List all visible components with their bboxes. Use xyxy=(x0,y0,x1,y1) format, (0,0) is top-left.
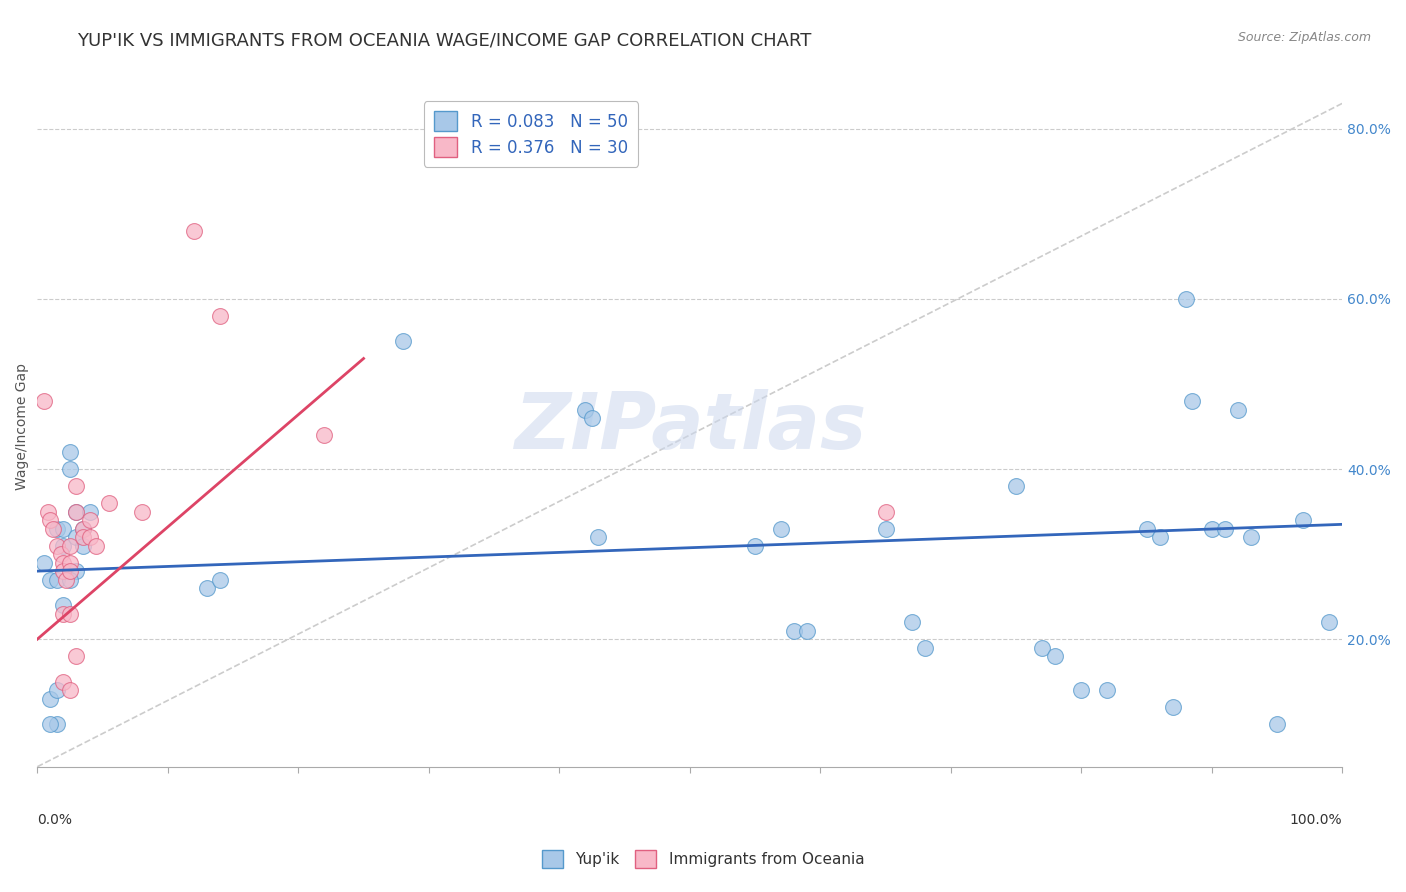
Point xyxy=(32,394,55,409)
Point xyxy=(65,505,87,519)
Text: 0.0%: 0.0% xyxy=(38,814,72,828)
Point xyxy=(314,428,336,442)
Point xyxy=(32,556,55,570)
Point xyxy=(900,615,922,629)
Point xyxy=(52,674,75,689)
Point xyxy=(131,505,153,519)
Point xyxy=(1226,402,1249,417)
Text: 100.0%: 100.0% xyxy=(1289,814,1343,828)
Point xyxy=(39,691,62,706)
Point xyxy=(52,564,75,578)
Point xyxy=(49,547,72,561)
Y-axis label: Wage/Income Gap: Wage/Income Gap xyxy=(15,363,30,490)
Point xyxy=(45,683,67,698)
Point xyxy=(208,309,231,323)
Point xyxy=(1043,649,1066,664)
Point xyxy=(52,539,75,553)
Point xyxy=(84,539,107,553)
Point xyxy=(45,522,67,536)
Point xyxy=(39,513,62,527)
Point xyxy=(1174,292,1197,306)
Point xyxy=(1240,530,1263,544)
Point xyxy=(574,402,596,417)
Point xyxy=(59,573,82,587)
Point xyxy=(875,522,897,536)
Point xyxy=(1265,717,1288,731)
Point xyxy=(875,505,897,519)
Point xyxy=(72,539,94,553)
Point xyxy=(42,522,65,536)
Point xyxy=(79,530,101,544)
Point xyxy=(59,564,82,578)
Point xyxy=(55,573,77,587)
Point xyxy=(1070,683,1092,698)
Point xyxy=(1031,640,1053,655)
Point xyxy=(45,717,67,731)
Point xyxy=(1135,522,1157,536)
Point xyxy=(59,445,82,459)
Point xyxy=(391,334,413,349)
Point xyxy=(65,564,87,578)
Point xyxy=(45,573,67,587)
Point xyxy=(183,224,205,238)
Point xyxy=(39,717,62,731)
Text: Source: ZipAtlas.com: Source: ZipAtlas.com xyxy=(1237,31,1371,45)
Point xyxy=(1149,530,1171,544)
Point xyxy=(59,462,82,476)
Point xyxy=(1005,479,1028,493)
Point xyxy=(1213,522,1236,536)
Point xyxy=(1317,615,1340,629)
Point xyxy=(588,530,610,544)
Legend: Yup'ik, Immigrants from Oceania: Yup'ik, Immigrants from Oceania xyxy=(536,844,870,873)
Point xyxy=(59,683,82,698)
Point xyxy=(79,513,101,527)
Point xyxy=(65,649,87,664)
Point xyxy=(1292,513,1315,527)
Point xyxy=(45,539,67,553)
Point xyxy=(770,522,793,536)
Point xyxy=(1097,683,1119,698)
Point xyxy=(52,598,75,612)
Point xyxy=(796,624,818,638)
Point xyxy=(59,556,82,570)
Point xyxy=(208,573,231,587)
Point xyxy=(744,539,766,553)
Point xyxy=(72,522,94,536)
Point xyxy=(37,505,59,519)
Point xyxy=(65,479,87,493)
Point xyxy=(52,556,75,570)
Point xyxy=(65,505,87,519)
Point xyxy=(195,581,218,595)
Point xyxy=(98,496,121,510)
Point xyxy=(59,539,82,553)
Point xyxy=(1181,394,1204,409)
Point xyxy=(914,640,936,655)
Point xyxy=(783,624,806,638)
Point xyxy=(1201,522,1223,536)
Text: YUP'IK VS IMMIGRANTS FROM OCEANIA WAGE/INCOME GAP CORRELATION CHART: YUP'IK VS IMMIGRANTS FROM OCEANIA WAGE/I… xyxy=(77,31,811,49)
Point xyxy=(1161,700,1184,714)
Point xyxy=(59,607,82,621)
Text: ZIPatlas: ZIPatlas xyxy=(513,389,866,465)
Point xyxy=(39,573,62,587)
Point xyxy=(72,530,94,544)
Point xyxy=(79,505,101,519)
Point xyxy=(52,607,75,621)
Point xyxy=(581,411,603,425)
Legend: R = 0.083   N = 50, R = 0.376   N = 30: R = 0.083 N = 50, R = 0.376 N = 30 xyxy=(425,102,638,167)
Point xyxy=(72,522,94,536)
Point xyxy=(65,530,87,544)
Point xyxy=(52,522,75,536)
